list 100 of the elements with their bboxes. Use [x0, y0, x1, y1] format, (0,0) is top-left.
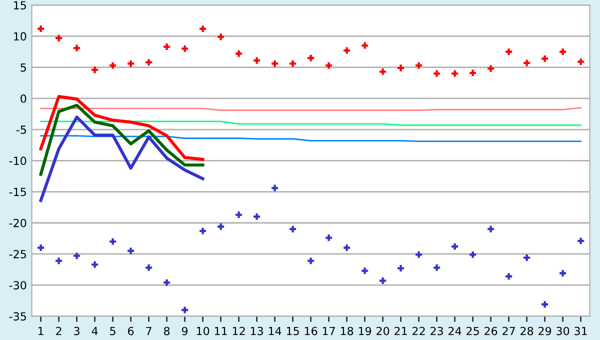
- point: [524, 60, 530, 66]
- point: [488, 226, 494, 232]
- x-tick-label: 8: [164, 326, 170, 336]
- y-tick-label: 15: [14, 1, 26, 10]
- point: [290, 226, 296, 232]
- point: [488, 65, 494, 72]
- point: [110, 238, 116, 245]
- point: [38, 244, 44, 252]
- point: [398, 64, 404, 72]
- point: [362, 268, 368, 274]
- x-tick-label: 13: [250, 326, 263, 336]
- point: [560, 48, 566, 56]
- x-tick-label: 15: [286, 326, 299, 336]
- point: [164, 44, 170, 50]
- point: [272, 184, 278, 192]
- point: [308, 54, 314, 62]
- point: [272, 60, 278, 67]
- y-tick-label: 0: [20, 94, 26, 103]
- point: [38, 25, 44, 32]
- y-tick-label: -10: [9, 156, 26, 166]
- y-tick-label: -5: [16, 126, 26, 134]
- x-tick-label: 1: [38, 326, 44, 336]
- point: [218, 34, 224, 40]
- point: [200, 25, 206, 32]
- x-tick-label: 4: [92, 326, 98, 336]
- point: [326, 62, 332, 69]
- point: [434, 264, 440, 271]
- x-tick-label: 27: [502, 326, 515, 336]
- point: [452, 243, 458, 250]
- x-tick-label: 16: [304, 326, 318, 336]
- point: [92, 66, 98, 74]
- x-tick-label: 12: [232, 326, 245, 336]
- point: [416, 251, 422, 258]
- x-tick-label: 5: [110, 326, 116, 336]
- x-tick-label: 24: [448, 326, 462, 336]
- point: [398, 265, 404, 272]
- x-tick-label: 22: [412, 326, 425, 336]
- point: [380, 68, 386, 75]
- point: [182, 306, 188, 314]
- x-tick-label: 26: [484, 326, 498, 336]
- x-tick-label: 29: [538, 326, 552, 336]
- point: [128, 60, 134, 67]
- point: [470, 251, 476, 258]
- x-tick-label: 21: [394, 326, 407, 336]
- point: [578, 58, 584, 65]
- point: [200, 228, 206, 234]
- point: [92, 261, 98, 268]
- point: [218, 223, 224, 230]
- x-tick-label: 10: [196, 326, 210, 336]
- point: [164, 279, 170, 286]
- point: [434, 70, 440, 77]
- point: [254, 57, 260, 64]
- y-tick-label: -25: [9, 250, 26, 258]
- point: [380, 277, 386, 284]
- x-tick-label: 18: [340, 326, 354, 336]
- x-tick-label: 17: [322, 326, 335, 336]
- y-tick-label: -35: [9, 312, 26, 321]
- point: [470, 70, 476, 76]
- point: [74, 44, 80, 52]
- point: [344, 47, 350, 54]
- x-tick-label: 31: [574, 326, 587, 336]
- point: [56, 258, 62, 264]
- line-series: [39, 104, 204, 176]
- point: [308, 258, 314, 264]
- point: [542, 55, 548, 62]
- y-tick-label: -15: [9, 188, 26, 196]
- x-tick-label: 28: [520, 326, 534, 336]
- point: [506, 48, 512, 56]
- x-tick-label: 19: [358, 326, 372, 336]
- point: [74, 252, 80, 260]
- point: [506, 273, 512, 280]
- y-tick-label: 10: [14, 32, 26, 41]
- point: [452, 70, 458, 77]
- x-tick-label: 20: [376, 326, 390, 336]
- x-tick-label: 25: [466, 326, 479, 336]
- x-tick-label: 14: [268, 326, 282, 336]
- point: [290, 60, 296, 67]
- y-tick-label: -20: [9, 218, 26, 228]
- point: [542, 301, 548, 308]
- point: [56, 34, 62, 42]
- point: [560, 270, 566, 277]
- point: [524, 254, 530, 261]
- line-series: [39, 116, 204, 202]
- x-tick-label: 11: [214, 326, 227, 336]
- y-tick-label: 5: [20, 63, 26, 72]
- point: [110, 62, 116, 69]
- x-tick-label: 3: [74, 326, 80, 336]
- point: [416, 62, 422, 69]
- point: [344, 244, 350, 252]
- point: [182, 45, 188, 52]
- line-series: [39, 95, 204, 161]
- x-tick-label: 2: [56, 326, 62, 336]
- point: [146, 264, 152, 271]
- point: [236, 212, 242, 218]
- point: [578, 238, 584, 244]
- x-tick-label: 23: [430, 326, 443, 336]
- y-tick-label: -30: [9, 281, 26, 290]
- point: [128, 248, 134, 254]
- point: [326, 234, 332, 242]
- point: [146, 59, 152, 66]
